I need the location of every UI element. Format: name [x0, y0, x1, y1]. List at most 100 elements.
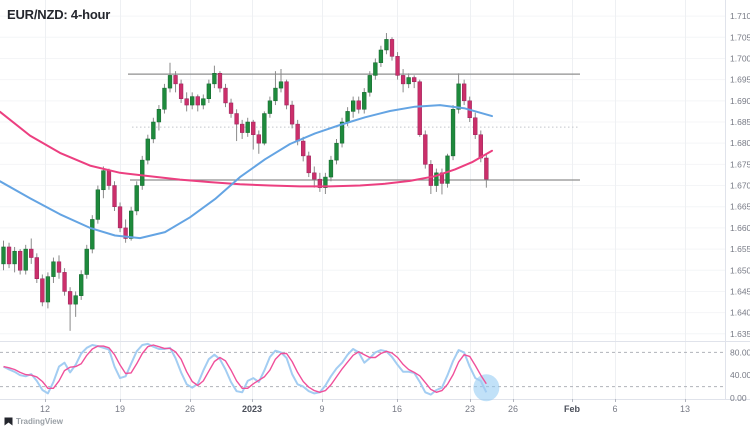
bull-candle	[367, 75, 372, 93]
bear-candle	[228, 102, 234, 114]
bull-candle	[328, 159, 334, 178]
bull-candle	[151, 121, 156, 140]
bear-candle	[223, 87, 228, 104]
slow-ma-blue-line[interactable]	[0, 104, 493, 240]
stoch-axis[interactable]: 80.00 40.00 0.00	[730, 347, 750, 403]
time-axis-label: 26	[185, 404, 195, 414]
stochastic-panel[interactable]	[0, 342, 725, 402]
bear-candle	[412, 77, 417, 83]
bull-candle	[273, 87, 278, 102]
price-axis-label: 1.66500	[730, 202, 750, 212]
bull-candle	[101, 170, 106, 191]
bull-candle	[90, 219, 95, 250]
time-axis[interactable]: 12 19 26 2023 9 16 23 26 Feb 6 13	[40, 399, 690, 414]
time-axis-label: 2023	[242, 404, 262, 414]
bear-candle	[400, 75, 406, 85]
bear-candle	[417, 81, 422, 135]
bull-candle	[262, 113, 267, 144]
time-axis-label: 26	[508, 404, 518, 414]
bull-candle	[339, 121, 345, 144]
bull-candle	[334, 142, 339, 161]
bull-candle	[267, 100, 273, 114]
price-axis-label: 1.67500	[730, 159, 750, 169]
bear-candle	[462, 83, 467, 102]
bear-candle	[428, 164, 434, 186]
bull-candle	[190, 96, 195, 106]
price-axis-label: 1.69000	[730, 96, 750, 106]
stochastic-k-line	[3, 342, 488, 396]
bull-candle	[278, 81, 284, 89]
stoch-axis-label: 40.00	[730, 370, 750, 380]
candles[interactable]	[1, 33, 489, 331]
price-axis-label: 1.69500	[730, 75, 750, 85]
bear-candle	[6, 246, 12, 265]
price-axis[interactable]: 1.71000 1.70500 1.70000 1.69500 1.69000 1.685…	[730, 11, 750, 339]
bear-candle	[356, 100, 361, 110]
level-lines[interactable]	[128, 73, 580, 181]
bear-candle	[295, 123, 300, 142]
bull-candle	[373, 62, 378, 76]
time-gridlines	[45, 0, 686, 399]
bear-candle	[62, 272, 67, 292]
time-axis-label: 6	[612, 404, 617, 414]
bull-candle	[12, 250, 17, 265]
price-axis-label: 1.68500	[730, 117, 750, 127]
bear-candle	[34, 257, 39, 279]
symbol-title: EUR/NZD: 4-hour	[7, 7, 111, 22]
bull-candle	[23, 248, 28, 271]
bull-candle	[79, 274, 84, 296]
bear-candle	[312, 172, 317, 180]
price-axis-label: 1.67000	[730, 181, 750, 191]
price-axis-label: 1.71000	[730, 11, 750, 21]
bear-candle	[256, 134, 261, 144]
bull-candle	[95, 189, 100, 220]
bear-candle	[40, 278, 45, 303]
time-axis-label: 9	[319, 404, 324, 414]
bear-candle	[67, 291, 73, 305]
stoch-axis-label: 80.00	[730, 347, 750, 357]
price-axis-label: 1.65500	[730, 244, 750, 254]
bull-candle	[84, 248, 89, 275]
bull-candle	[167, 75, 173, 89]
bull-candle	[245, 121, 250, 133]
bear-candle	[423, 134, 428, 165]
bull-candle	[434, 172, 439, 186]
bull-candle	[323, 176, 328, 188]
bear-candle	[301, 140, 306, 157]
bear-candle	[123, 227, 128, 239]
bear-candle	[56, 261, 62, 273]
time-axis-label: 19	[115, 404, 125, 414]
price-axis-label: 1.64500	[730, 286, 750, 296]
bull-candle	[351, 100, 356, 112]
bull-candle	[134, 185, 139, 212]
bear-candle	[29, 248, 34, 258]
bull-candle	[129, 210, 134, 239]
bear-candle	[178, 83, 184, 99]
price-axis-label: 1.65000	[730, 265, 750, 275]
bull-candle	[378, 49, 384, 63]
bull-candle	[206, 83, 211, 99]
bull-candle	[45, 276, 51, 303]
bull-candle	[456, 83, 461, 110]
time-axis-label: 16	[392, 404, 402, 414]
bear-candle	[112, 185, 117, 207]
tradingview-logo-icon	[4, 417, 13, 426]
bull-candle	[162, 87, 167, 110]
price-axis-label: 1.63500	[730, 329, 750, 339]
bear-candle	[106, 170, 112, 186]
bear-candle	[240, 123, 245, 133]
fast-ma-pink-line[interactable]	[0, 110, 493, 188]
bear-candle	[306, 155, 311, 174]
time-axis-label: 13	[680, 404, 690, 414]
bear-candle	[173, 75, 178, 85]
bear-candle	[195, 96, 200, 106]
price-axis-label: 1.64000	[730, 308, 750, 318]
bear-candle	[234, 113, 239, 125]
bear-candle	[117, 206, 123, 229]
tradingview-logo-text: TradingView	[16, 417, 63, 426]
bull-candle	[145, 138, 150, 161]
bull-candle	[450, 109, 456, 157]
tradingview-logo[interactable]: TradingView	[4, 417, 63, 426]
